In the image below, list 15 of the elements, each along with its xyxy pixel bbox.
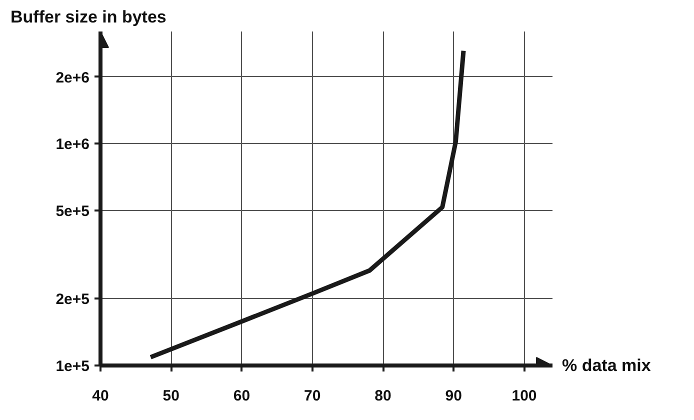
line-series (148, 48, 466, 360)
x-axis-title: % data mix (562, 355, 651, 377)
y-tick-label: 5e+5 (56, 202, 90, 220)
x-tick-label: 100 (512, 388, 537, 404)
x-tick-label: 50 (162, 388, 180, 404)
x-tick-label: 80 (374, 388, 392, 404)
x-tick-label: 70 (304, 388, 321, 404)
y-tick-label: 2e+5 (56, 291, 90, 308)
x-tick-label: 90 (445, 388, 462, 404)
y-tick-label: 2e+6 (56, 69, 90, 86)
x-tick-label: 60 (233, 388, 250, 404)
y-tick-label: 1e+6 (56, 136, 90, 154)
y-axis-title: Buffer size in bytes (10, 8, 166, 26)
y-tick-label: 1e+5 (56, 358, 90, 375)
x-tick-label: 40 (92, 388, 109, 404)
